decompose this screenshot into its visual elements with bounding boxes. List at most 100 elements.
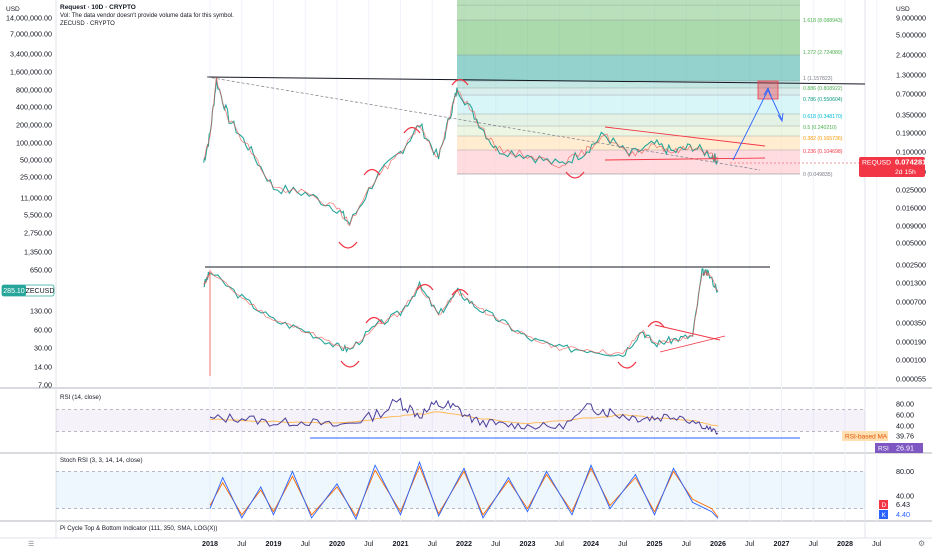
top-arc-marker[interactable] [365,316,383,324]
chart-title: Request · 10D · CRYPTO [60,4,136,11]
top-arc-marker[interactable] [451,288,469,296]
req-series-wicks [203,76,719,226]
right-axis-tick: 2.400000 [896,51,926,60]
right-axis-tick: 0.025000 [896,186,926,195]
sub-symbol-label: ZECUSD · CRYPTO [60,21,115,27]
req-badge-value: 0.074281 [895,158,926,167]
zec-triangle-lower[interactable] [659,335,726,353]
left-axis-tick: 200,000.00 [16,121,52,130]
fib-zone [457,0,800,5]
req-price-series [203,76,719,226]
time-axis-label: Jul [618,539,628,548]
bottom-arc-marker[interactable] [565,171,585,179]
rsi-line [209,397,719,435]
fib-label: 0 (0.049835) [803,172,833,178]
req-price-badge[interactable]: REQUSD 0.074281 2d 15h [859,157,926,177]
drawings [205,76,866,369]
left-axis-tick: 25,000.00 [20,173,52,182]
left-axis-tick: 30.00 [34,344,52,353]
left-axis-tick: 14,000,000.00 [6,14,52,23]
time-axis-label: Jul [237,539,247,548]
zec-badge-value-box [2,285,26,296]
top-arc-marker[interactable] [363,168,381,176]
fib-label: 0.618 (0.348170) [803,114,843,120]
zec-badge-symbol: ZECUSD [26,288,55,295]
right-axis-tick: 0.190000 [896,129,926,138]
right-axis-tick: 0.000700 [896,298,926,307]
fib-label: 1.272 (2.724089) [803,50,843,56]
bottom-arc-marker[interactable] [338,241,358,249]
req-resistance-line[interactable] [206,76,866,85]
rsi-badge-value: 26.91 [896,444,914,453]
time-axis-label: Jul [301,539,311,548]
fib-zone [457,150,800,174]
projection-arrow-down[interactable] [767,89,783,121]
pi-cycle-title: Pi Cycle Top & Bottom Indicator (111, 35… [60,525,218,532]
time-axis-label: Jul [872,539,882,548]
grid [209,0,878,521]
left-axis-currency: USD [6,6,20,13]
rsi-badge-label: RSI [878,446,889,453]
stoch-tick: 80.00 [896,467,914,476]
time-axis-label: 2025 [647,539,663,548]
rsi-ma-badge-box [842,431,888,441]
time-axis-label: Jul [428,539,438,548]
left-axis-tick: 400,000.00 [16,103,52,112]
left-axis-tick: 100,000.00 [16,139,52,148]
top-arc-marker[interactable] [451,78,469,86]
rsi-ma-badge[interactable]: RSI-based MA 39.76 [842,431,914,441]
left-axis-tick: 130.00 [30,307,52,316]
top-arc-marker[interactable] [403,126,421,134]
time-axis-label: 2028 [837,539,853,548]
top-arc-marker[interactable] [416,283,434,291]
settings-icon: ⚙ [918,539,925,548]
req-triangle-lower[interactable] [604,157,766,161]
bottom-arc-marker[interactable] [617,361,637,369]
time-axis-label: 2021 [393,539,409,548]
zec-price-badge[interactable]: 285.10 ZECUSD [1,284,55,297]
left-axis-tick: 14.00 [34,363,52,372]
left-axis-tick: 7,000,000.00 [10,30,52,39]
fib-zone [457,88,800,95]
left-axis-tick: 7.00 [38,381,52,390]
menu-icon: ☰ [28,541,34,548]
fib-label: 0.382 (0.165736) [803,136,843,142]
zec-badge-value: 285.10 [3,288,25,295]
right-axis-tick: 9.000000 [896,14,926,23]
fib-zone [457,55,800,81]
time-axis-label: 2019 [266,539,282,548]
stoch-d-badge[interactable]: D 6.43 [879,500,910,509]
projection-arrow-up[interactable] [732,89,769,161]
left-axis-tick: 1,350.00 [24,248,52,257]
left-axis-tick: 650.00 [30,266,52,275]
zec-price-series [203,268,719,376]
right-axis-tick: 0.002500 [896,261,926,270]
bottom-arc-marker[interactable] [340,360,360,368]
fib-label: 0.886 (0.808922) [803,86,843,92]
rsi-value-badge[interactable]: RSI 26.91 [875,443,923,453]
rsi-band [56,409,865,432]
left-axis-tick: 5,500.00 [24,211,52,220]
left-axis-tick: 2,750.00 [24,229,52,238]
fib-label: 1 (1.157823) [803,76,833,82]
stoch-k-value: 4.40 [896,510,910,519]
left-axis-tick: 1,600,000.00 [10,68,52,77]
zec-triangle-upper[interactable] [654,324,721,341]
rsi-title: RSI (14, close) [60,394,101,401]
rsi-panel: RSI (14, close) 80.00 60.00 40.00 [56,394,914,439]
right-axis-tick: 0.000350 [896,319,926,328]
stoch-tick: 40.00 [896,492,914,501]
stoch-k-label: K [882,512,887,519]
time-axis-label: Jul [809,539,819,548]
req-dashed-trend[interactable] [206,76,761,171]
stoch-k-badge-box [879,510,888,519]
top-arc-marker[interactable] [647,320,665,328]
stoch-d-value: 6.43 [896,500,910,509]
req-triangle-upper[interactable] [604,126,766,147]
req-series-line [203,78,719,226]
req-badge-symbol: REQUSD [862,160,891,167]
req-badge-box [859,157,925,177]
stoch-k-badge[interactable]: K 4.40 [879,510,910,519]
